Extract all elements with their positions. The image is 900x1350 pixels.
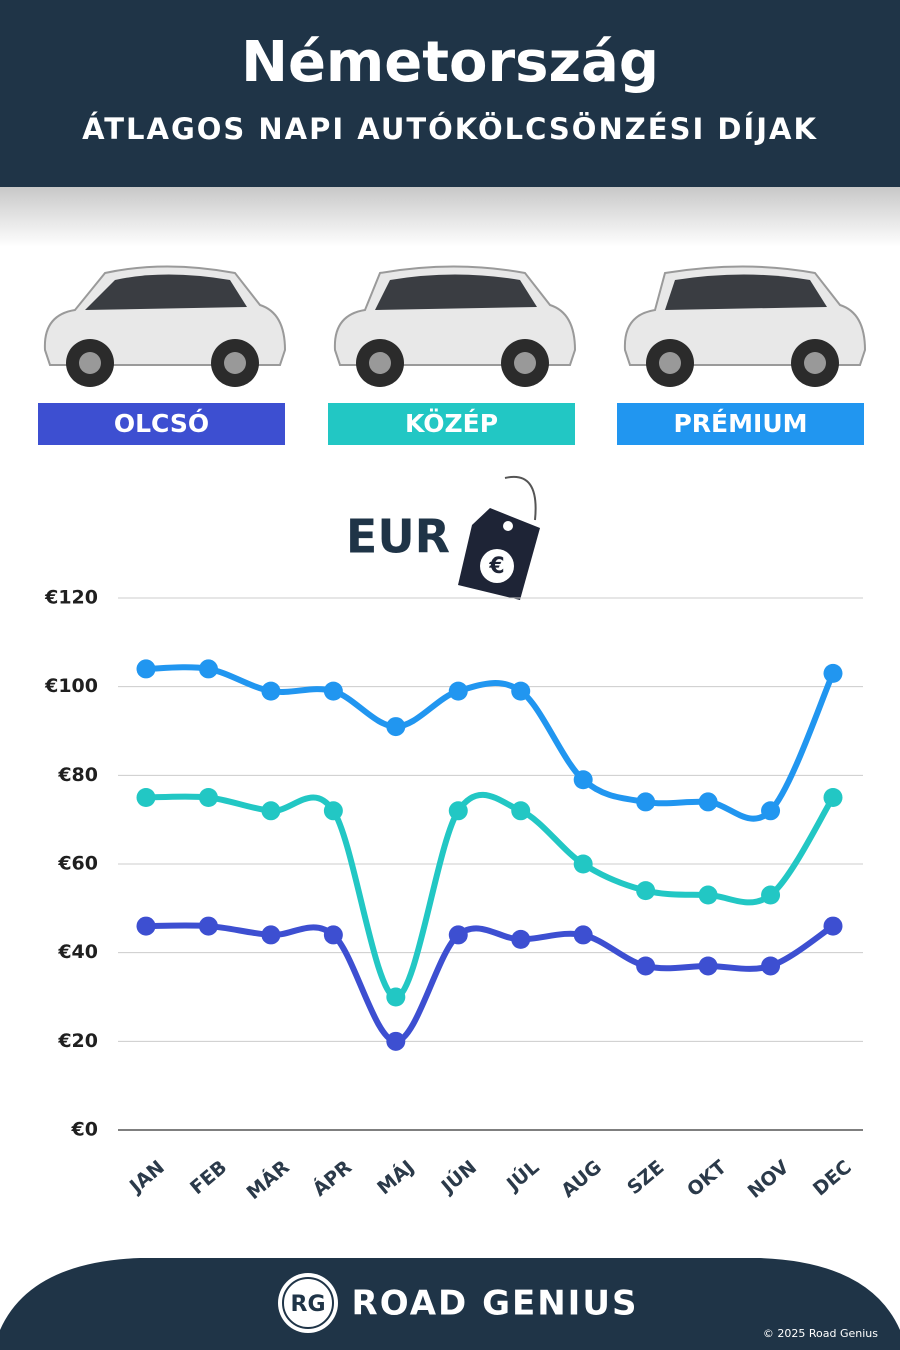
- data-point: [198, 659, 218, 679]
- data-point: [448, 925, 468, 945]
- car-hub: [369, 352, 391, 374]
- legend-swatch: [617, 403, 864, 445]
- footer-bg: [0, 1258, 900, 1350]
- car: [333, 265, 577, 387]
- data-point: [261, 925, 281, 945]
- legend-label: PRÉMIUM: [673, 409, 807, 438]
- logo: RG: [291, 1292, 326, 1317]
- car-hub: [79, 352, 101, 374]
- data-point: [136, 659, 156, 679]
- subtitle: ÁTLAGOS NAPI AUTÓKÖLCSÖNZÉSI DÍJAK: [82, 112, 818, 146]
- y-tick-label: €60: [57, 853, 98, 875]
- x-tick-label: SZE: [623, 1156, 668, 1199]
- currency-label: EUR: [346, 510, 450, 564]
- data-point: [761, 956, 781, 976]
- x-tick-label: AUG: [557, 1156, 606, 1202]
- legend-label: OLCSÓ: [114, 408, 209, 438]
- data-point: [136, 788, 156, 807]
- car-window: [665, 274, 827, 310]
- car-hub: [804, 352, 826, 374]
- data-point: [323, 681, 343, 701]
- data-point: [761, 885, 781, 905]
- car: [43, 265, 287, 387]
- y-tick-label: €0: [71, 1119, 98, 1141]
- data-point: [823, 663, 843, 683]
- data-point: [448, 681, 468, 701]
- x-tick-label: OKT: [683, 1156, 731, 1201]
- data-point: [511, 801, 531, 821]
- data-point: [698, 885, 718, 905]
- y-tick-label: €40: [57, 941, 98, 963]
- data-point: [323, 801, 343, 821]
- x-tick-label: JÚL: [500, 1155, 543, 1197]
- logo-ring: [282, 1277, 334, 1329]
- data-point: [198, 788, 218, 807]
- x-tick-label: ÁPR: [308, 1155, 356, 1201]
- svg-text:€: €: [488, 554, 504, 579]
- series-line: [143, 922, 836, 1045]
- x-tick-label: NOV: [744, 1156, 794, 1203]
- data-point: [823, 916, 843, 936]
- car-window: [85, 274, 247, 310]
- data-point: [448, 801, 468, 821]
- x-tick-label: JÚN: [435, 1155, 481, 1199]
- data-point: [386, 987, 406, 1007]
- data-point: [698, 792, 718, 812]
- data-point: [323, 925, 343, 945]
- x-tick-label: JAN: [124, 1156, 169, 1198]
- legend-swatch: [328, 403, 575, 445]
- copyright: © 2025 Road Genius: [763, 1327, 878, 1340]
- x-tick-label: MÁR: [242, 1155, 294, 1204]
- data-point: [636, 792, 656, 812]
- x-tick-label: MÁJ: [373, 1155, 419, 1199]
- car-hub: [514, 352, 536, 374]
- y-tick-label: €80: [57, 764, 98, 786]
- data-point: [511, 929, 531, 949]
- car-window: [375, 274, 537, 310]
- car: [623, 265, 867, 387]
- data-point: [386, 717, 406, 737]
- data-point: [636, 956, 656, 976]
- data-point: [636, 881, 656, 901]
- line-chart: €0 €20 €40 €60 €80 €100 €120 JAN FEB MÁR ÁPR MÁJ JÚN…: [44, 587, 863, 1204]
- data-point: [261, 681, 281, 701]
- data-point: [511, 681, 531, 701]
- y-tick-label: €120: [44, 587, 98, 609]
- y-tick-label: €20: [57, 1030, 98, 1052]
- data-point: [261, 801, 281, 821]
- brand: ROAD GENIUS: [352, 1284, 639, 1324]
- legend: OLCSÓ KÖZÉP PRÉMIUM: [38, 403, 864, 445]
- data-point: [573, 770, 593, 790]
- data-point: [386, 1031, 406, 1051]
- price-tag: €: [458, 475, 540, 600]
- car-hub: [659, 352, 681, 374]
- legend-label: KÖZÉP: [405, 408, 498, 438]
- data-point: [198, 916, 218, 936]
- logo-badge: [278, 1273, 338, 1333]
- header-bg: [0, 0, 900, 187]
- car-illustrations: [43, 265, 867, 387]
- data-point: [698, 956, 718, 976]
- data-point: [761, 801, 781, 821]
- x-tick-label: DEC: [809, 1156, 856, 1200]
- y-tick-label: €100: [44, 675, 98, 697]
- data-point: [573, 925, 593, 945]
- legend-swatch: [38, 403, 285, 445]
- car-hub: [224, 352, 246, 374]
- data-point: [823, 788, 843, 807]
- x-tick-label: FEB: [186, 1156, 231, 1199]
- header-shadow: [0, 187, 900, 247]
- data-point: [136, 916, 156, 936]
- data-point: [573, 854, 593, 874]
- title: Németország: [241, 30, 659, 95]
